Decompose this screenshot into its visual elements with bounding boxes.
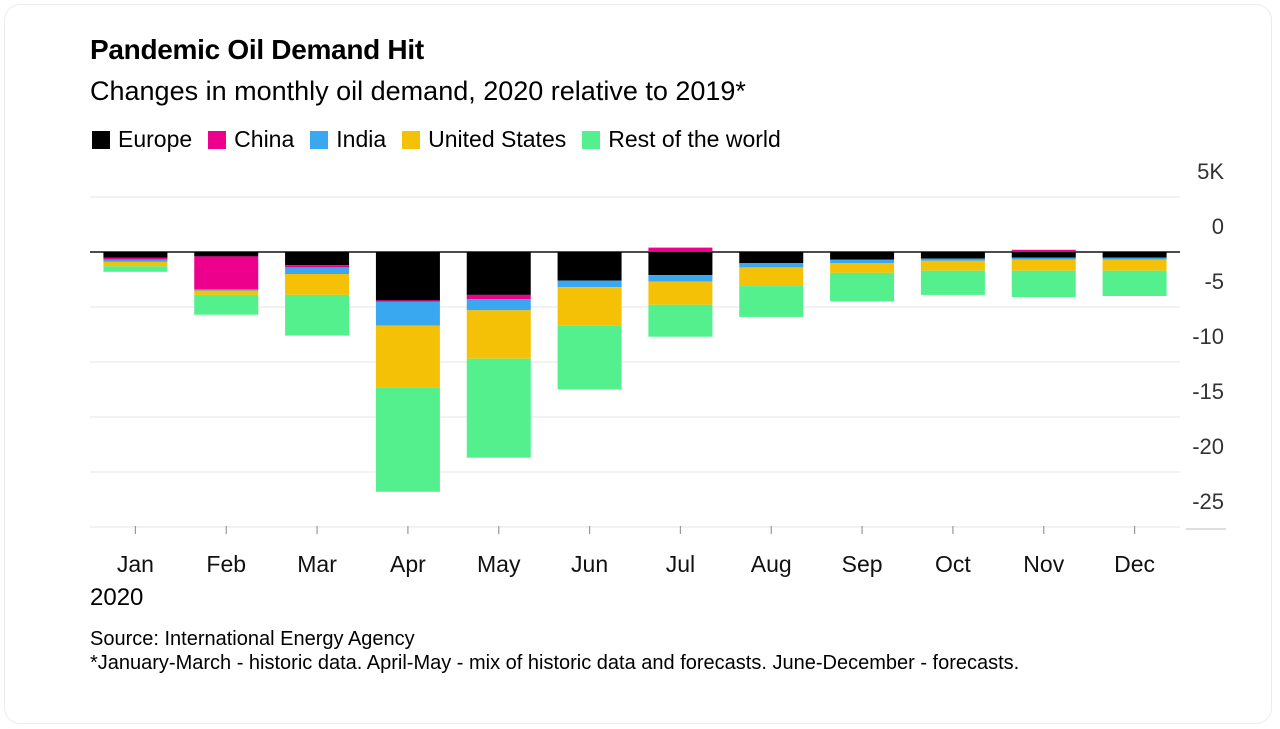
bar-oct-india	[920, 258, 985, 261]
chart-subtitle: Changes in monthly oil demand, 2020 rela…	[90, 76, 746, 106]
bar-nov-india	[1011, 257, 1076, 260]
bar-feb-india	[194, 289, 259, 291]
bar-mar-india	[285, 267, 350, 274]
x-tick-label: Jan	[117, 551, 154, 577]
y-tick-label: -15	[1192, 379, 1224, 404]
y-tick-label: -20	[1192, 434, 1224, 459]
footnote: *January-March - historic data. April-Ma…	[90, 652, 1020, 674]
x-tick-label: Mar	[297, 551, 337, 577]
legend-swatch-china	[208, 130, 227, 149]
bar-jan-rest-of-the-world	[103, 266, 168, 272]
bar-may-china	[466, 294, 531, 300]
bar-dec-rest-of-the-world	[1102, 270, 1167, 296]
bar-oct-europe	[920, 252, 985, 259]
x-axis-year-label: 2020	[90, 584, 144, 611]
bar-jan-china	[103, 257, 168, 260]
bar-sep-united-states	[830, 263, 895, 273]
bar-mar-united-states	[285, 274, 350, 295]
legend-label-india: India	[336, 126, 387, 152]
bar-apr-united-states	[375, 325, 440, 388]
bar-apr-rest-of-the-world	[375, 387, 440, 492]
legend-swatch-rest-of-world	[582, 130, 601, 149]
bar-jul-china	[648, 247, 713, 252]
bar-may-europe	[466, 252, 531, 295]
legend-label-united-states: United States	[428, 126, 567, 152]
bar-jun-europe	[557, 252, 622, 281]
source-note: Source: International Energy Agency *Jan…	[90, 627, 1170, 675]
chart-card	[4, 4, 1272, 724]
bar-jun-united-states	[557, 287, 622, 326]
x-tick-label: Dec	[1114, 551, 1155, 577]
legend: Europe China India United States Rest of…	[92, 126, 797, 153]
bar-dec-united-states	[1102, 259, 1167, 271]
bar-may-india	[466, 299, 531, 311]
legend-item-india: India	[310, 126, 386, 153]
bar-jan-india	[103, 259, 168, 262]
bar-mar-rest-of-the-world	[285, 294, 350, 336]
legend-swatch-united-states	[402, 130, 421, 149]
bar-dec-europe	[1102, 252, 1167, 258]
bar-feb-rest-of-the-world	[194, 294, 259, 315]
x-tick-label: Sep	[842, 551, 883, 577]
bar-jan-europe	[103, 252, 168, 258]
bar-may-united-states	[466, 310, 531, 359]
bar-oct-united-states	[920, 260, 985, 271]
bar-sep-europe	[830, 252, 895, 260]
bar-feb-china	[194, 256, 259, 290]
bar-may-rest-of-the-world	[466, 358, 531, 458]
legend-label-rest-of-world: Rest of the world	[608, 126, 781, 152]
legend-swatch-europe	[92, 130, 110, 149]
y-tick-label: -25	[1192, 489, 1224, 514]
legend-label-europe: Europe	[118, 126, 193, 152]
bar-apr-india	[375, 301, 440, 326]
bar-feb-europe	[194, 252, 259, 257]
bar-nov-china	[1011, 249, 1076, 252]
bar-nov-europe	[1011, 252, 1076, 258]
bar-jan-united-states	[103, 261, 168, 267]
x-tick-label: Nov	[1023, 551, 1064, 577]
y-tick-label: 5K	[1197, 159, 1224, 184]
legend-item-rest-of-world: Rest of the world	[582, 126, 781, 153]
y-tick-label: -5	[1204, 269, 1224, 294]
y-tick-label: 0	[1212, 214, 1224, 239]
bar-aug-united-states	[739, 267, 804, 287]
x-tick-label: Jul	[666, 551, 695, 577]
legend-item-united-states: United States	[402, 126, 566, 153]
legend-item-china: China	[208, 126, 294, 153]
legend-item-europe: Europe	[92, 126, 192, 153]
source-line: Source: International Energy Agency	[90, 628, 415, 650]
bar-aug-rest-of-the-world	[739, 286, 804, 317]
x-tick-label: Feb	[206, 551, 246, 577]
bar-dec-india	[1102, 257, 1167, 260]
bar-nov-rest-of-the-world	[1011, 270, 1076, 298]
bar-nov-united-states	[1011, 259, 1076, 271]
x-tick-label: May	[477, 551, 521, 577]
bar-jul-europe	[648, 252, 713, 276]
bar-mar-europe	[285, 252, 350, 266]
bar-jul-rest-of-the-world	[648, 304, 713, 337]
bar-jul-india	[648, 275, 713, 282]
bar-apr-europe	[375, 252, 440, 301]
x-tick-label: Apr	[390, 551, 426, 577]
bar-oct-rest-of-the-world	[920, 270, 985, 295]
y-tick-label: -10	[1192, 324, 1224, 349]
bar-apr-china	[375, 300, 440, 302]
x-tick-label: Oct	[935, 551, 971, 577]
bar-aug-india	[739, 263, 804, 268]
bar-jul-united-states	[648, 281, 713, 305]
chart-title: Pandemic Oil Demand Hit	[90, 34, 424, 65]
bar-feb-united-states	[194, 290, 259, 295]
x-tick-label: Aug	[751, 551, 792, 577]
bar-sep-india	[830, 259, 895, 263]
bar-mar-china	[285, 265, 350, 268]
bar-jun-india	[557, 280, 622, 288]
bar-sep-rest-of-the-world	[830, 272, 895, 302]
x-tick-label: Jun	[571, 551, 608, 577]
bar-aug-europe	[739, 252, 804, 263]
legend-swatch-india	[310, 130, 329, 149]
legend-label-china: China	[234, 126, 295, 152]
bar-jun-rest-of-the-world	[557, 325, 622, 390]
